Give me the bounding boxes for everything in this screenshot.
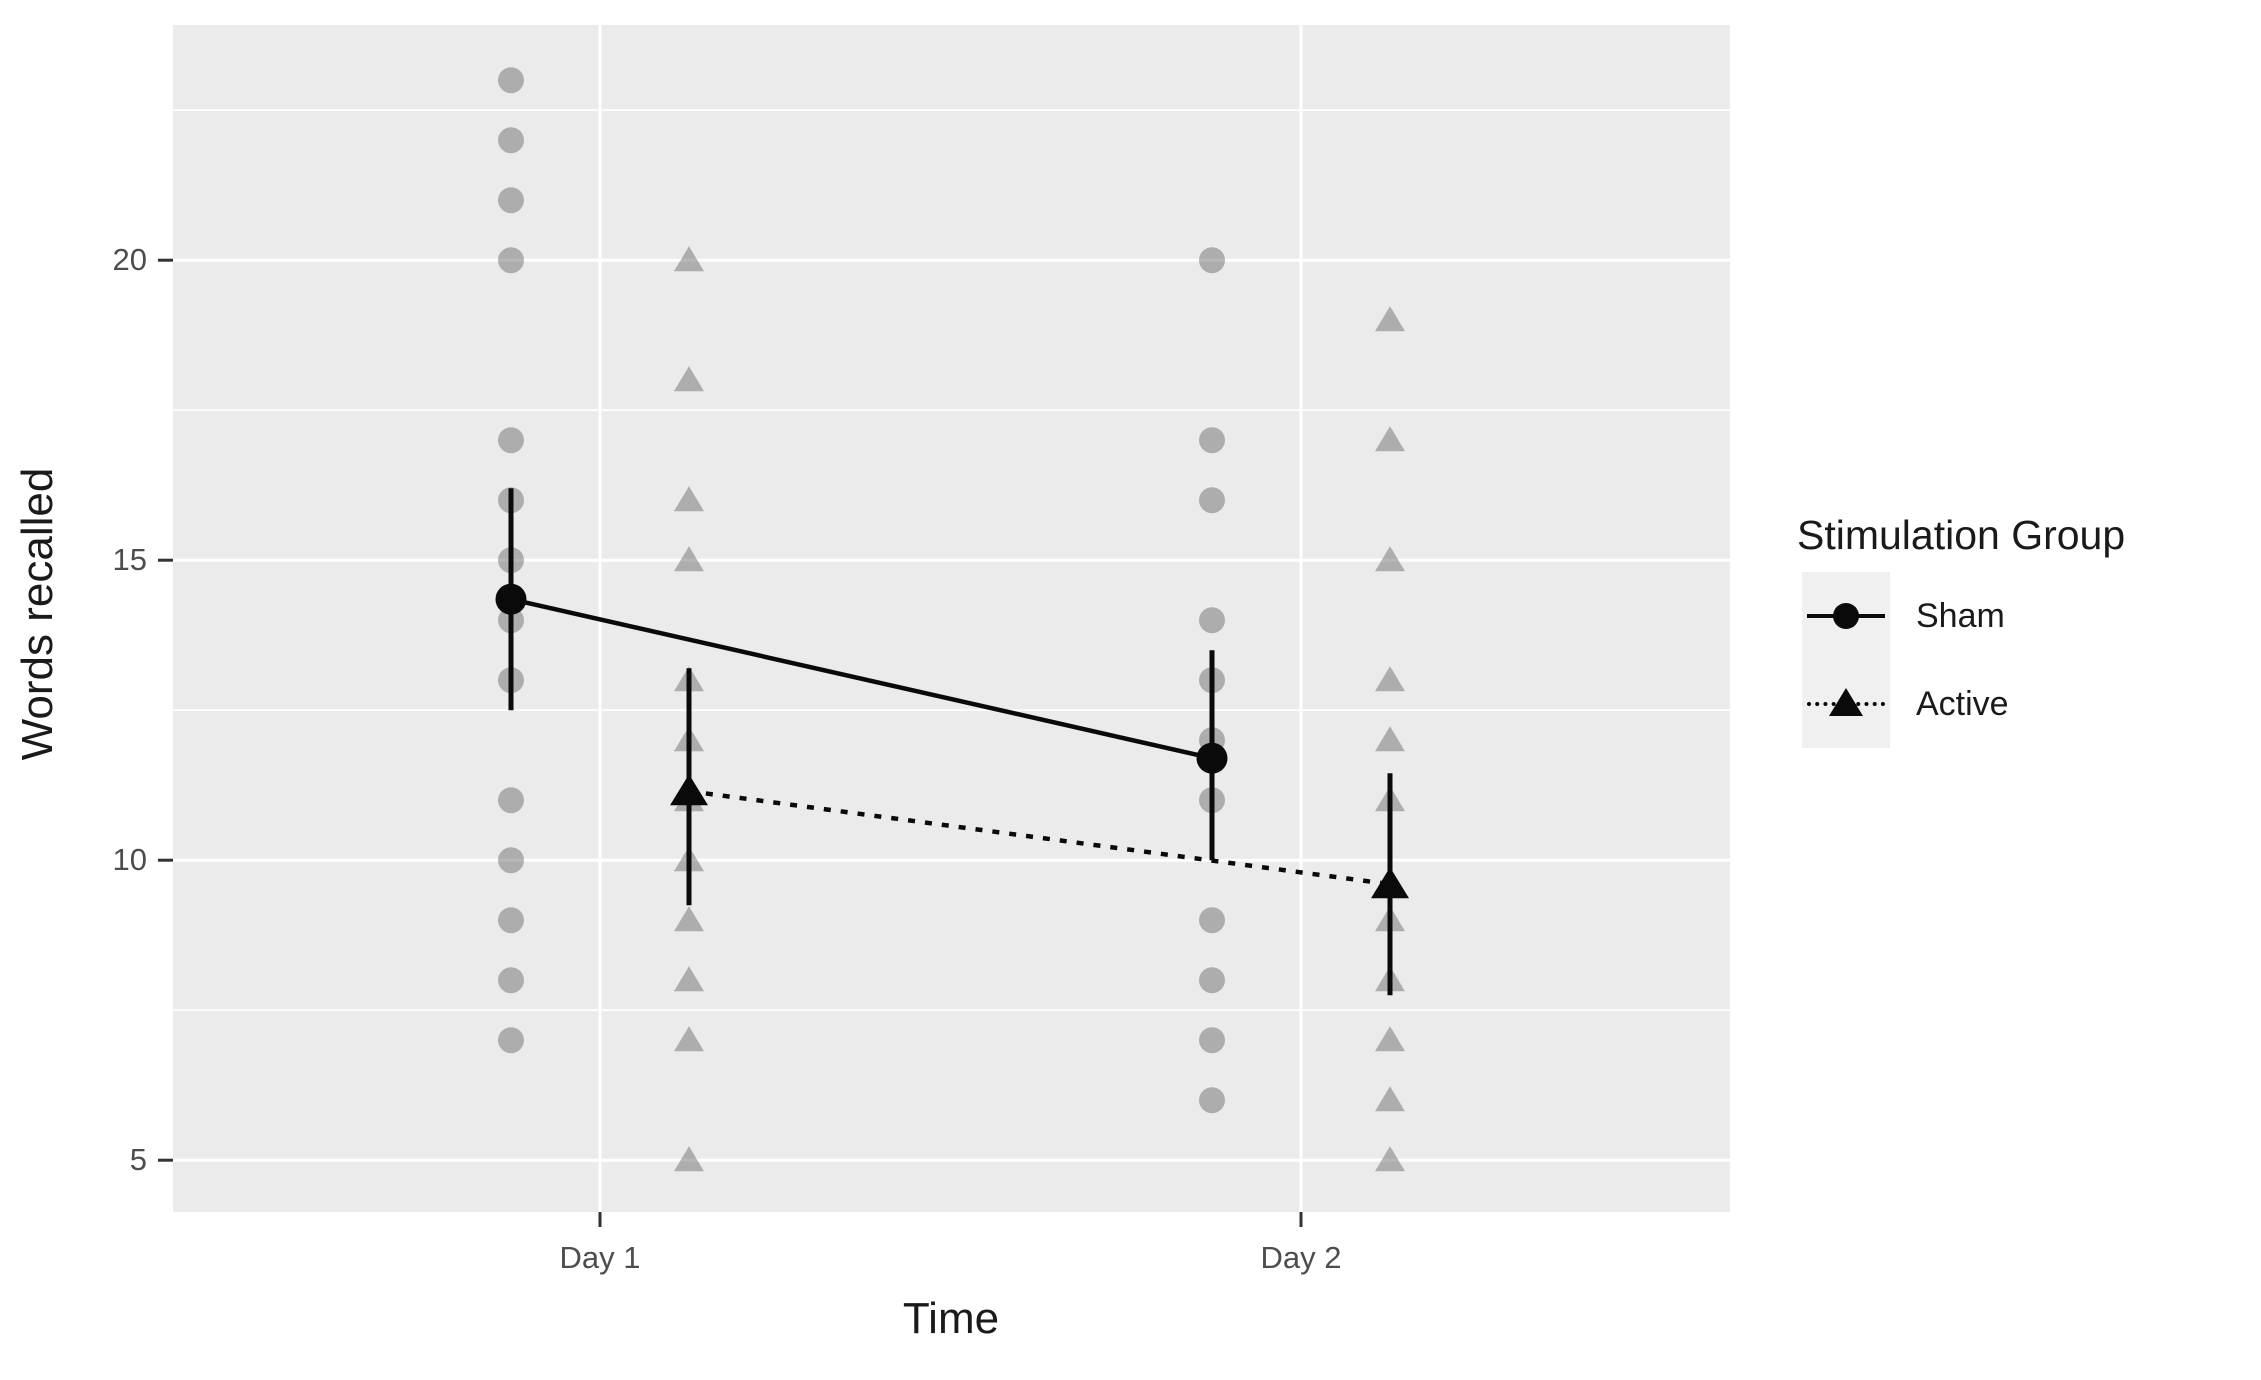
- legend-label-sham: Sham: [1916, 597, 2005, 635]
- y-tick-label-5: 5: [129, 1142, 147, 1177]
- legend-key-active: [1802, 660, 1890, 748]
- y-tick-label-20: 20: [112, 242, 147, 277]
- sham-mean-point: [495, 583, 527, 615]
- active-triangle-icon: [1829, 688, 1863, 716]
- individual-point-triangle: [1375, 1146, 1405, 1172]
- individual-point-triangle: [1375, 546, 1405, 572]
- individual-point-circle: [1199, 487, 1225, 514]
- individual-point-triangle: [674, 546, 704, 572]
- individual-point-circle: [1199, 427, 1225, 454]
- individual-point-triangle: [674, 1026, 704, 1052]
- individual-point-triangle: [1375, 306, 1405, 332]
- panel-background: [173, 25, 1730, 1212]
- individual-point-circle: [498, 247, 524, 274]
- individual-point-circle: [498, 1027, 524, 1054]
- individual-point-triangle: [674, 966, 704, 992]
- individual-point-triangle: [674, 246, 704, 272]
- individual-point-triangle: [1375, 1026, 1405, 1052]
- individual-point-circle: [1199, 607, 1225, 634]
- individual-point-circle: [498, 907, 524, 934]
- y-tick-label-10: 10: [112, 842, 147, 877]
- individual-point-triangle: [1375, 1086, 1405, 1112]
- individual-point-triangle: [1375, 426, 1405, 452]
- individual-point-circle: [1199, 247, 1225, 274]
- active-mean-point: [1371, 867, 1409, 899]
- individual-point-circle: [498, 847, 524, 874]
- individual-point-triangle: [674, 486, 704, 512]
- x-tick-label-day1: Day 1: [559, 1240, 641, 1275]
- legend-title: Stimulation Group: [1797, 512, 2126, 558]
- legend-key-sham: [1802, 572, 1890, 660]
- individual-point-circle: [498, 427, 524, 454]
- individual-point-circle: [1199, 1027, 1225, 1054]
- active-mean-point: [670, 774, 708, 806]
- individual-point-circle: [498, 187, 524, 214]
- legend-label-active: Active: [1916, 685, 2009, 723]
- individual-point-circle: [498, 67, 524, 94]
- individual-point-circle: [498, 787, 524, 814]
- x-axis-title: Time: [902, 1294, 1000, 1343]
- individual-point-triangle: [674, 366, 704, 392]
- individual-point-triangle: [674, 1146, 704, 1172]
- individual-point-circle: [498, 967, 524, 994]
- sham-mean-point: [1196, 742, 1228, 774]
- individual-point-triangle: [674, 906, 704, 932]
- individual-point-circle: [1199, 1087, 1225, 1114]
- y-tick-label-15: 15: [112, 542, 147, 577]
- individual-point-triangle: [1375, 726, 1405, 752]
- individual-point-circle: [498, 127, 524, 154]
- x-tick-label-day2: Day 2: [1260, 1240, 1342, 1275]
- y-axis-title: Words recalled: [13, 467, 62, 761]
- individual-point-circle: [1199, 907, 1225, 934]
- individual-point-circle: [1199, 967, 1225, 994]
- sham-trend-line: [510, 597, 1213, 761]
- sham-circle-icon: [1833, 603, 1859, 629]
- individual-point-triangle: [1375, 666, 1405, 692]
